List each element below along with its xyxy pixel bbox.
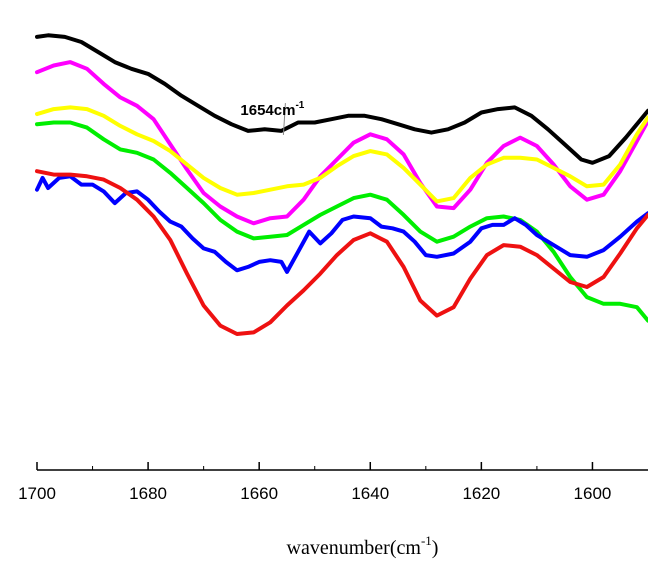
series-line-0	[35, 33, 648, 165]
series-line-2	[35, 105, 648, 204]
x-tick-label: 1640	[351, 484, 389, 503]
annotation-label: 1654cm-1	[240, 100, 304, 119]
series-line-3	[35, 120, 648, 323]
series-line-5	[35, 169, 648, 336]
annotation: 1654cm-1	[240, 100, 305, 135]
x-tick-label: 1660	[240, 484, 278, 503]
x-tick-label: 1700	[18, 484, 56, 503]
x-tick-label: 1680	[129, 484, 167, 503]
series-line-4	[35, 174, 648, 274]
x-tick-label: 1600	[574, 484, 612, 503]
x-axis-title: wavenumber(cm-1)	[287, 533, 439, 559]
series-layer	[35, 33, 648, 336]
x-axis: 1700 1680 1660 1640 1620 1600	[18, 462, 648, 503]
x-ticks: 1700 1680 1660 1640 1620 1600	[18, 462, 611, 503]
x-tick-label: 1620	[462, 484, 500, 503]
series-line-1	[35, 60, 648, 226]
annotation-pointer	[282, 103, 286, 135]
